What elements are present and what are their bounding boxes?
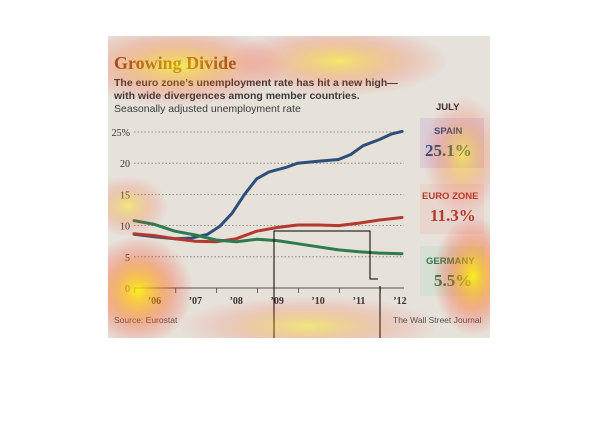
x-tick-label: ’09 — [271, 296, 284, 307]
chart-subtitle-line-3: Seasonally adjusted unemployment rate — [114, 103, 301, 115]
euro-zone-label: EURO ZONE — [422, 191, 478, 202]
spain-value: 25.1% — [425, 141, 472, 160]
source-note: Source: Eurostat — [114, 315, 178, 325]
germany-value: 5.5% — [434, 271, 472, 290]
x-tick-label: ’11 — [353, 296, 366, 307]
germany-label: GERMANY — [426, 256, 475, 267]
series-lines — [132, 129, 404, 256]
chart-title: Growing Divide — [114, 53, 236, 73]
chart-card: Growing Divide The euro zone’s unemploym… — [108, 36, 490, 338]
credit-note: The Wall Street Journal — [393, 315, 482, 325]
x-axis-ticks: ’06 ’07 ’08 ’09 ’10 ’11 ’12 — [134, 288, 407, 307]
grid-lines — [134, 131, 404, 289]
x-tick-label: ’06 — [148, 296, 161, 307]
month-label: JULY — [436, 102, 460, 113]
y-tick-label: 15 — [120, 190, 130, 201]
y-axis-ticks: 25% 20 15 10 5 0 — [112, 128, 130, 295]
spain-label: SPAIN — [434, 126, 462, 137]
euro-zone-value: 11.3% — [430, 206, 476, 225]
x-tick-label: ’08 — [230, 296, 243, 307]
unemployment-chart: Growing Divide The euro zone’s unemploym… — [112, 53, 484, 338]
chart-subtitle-line-2: with wide divergences among member count… — [113, 90, 360, 102]
y-tick-label: 0 — [125, 284, 130, 295]
chart-subtitle-line-1: The euro zone’s unemployment rate has hi… — [114, 77, 398, 89]
x-tick-label: ’12 — [393, 296, 406, 307]
y-tick-label: 25% — [112, 128, 130, 139]
series-line-germany — [132, 219, 404, 256]
x-tick-label: ’10 — [311, 296, 324, 307]
y-tick-label: 5 — [125, 253, 130, 264]
y-tick-label: 20 — [120, 159, 130, 170]
x-tick-label: ’07 — [189, 296, 202, 307]
annotation-frame — [273, 230, 378, 338]
y-tick-label: 10 — [120, 222, 130, 233]
